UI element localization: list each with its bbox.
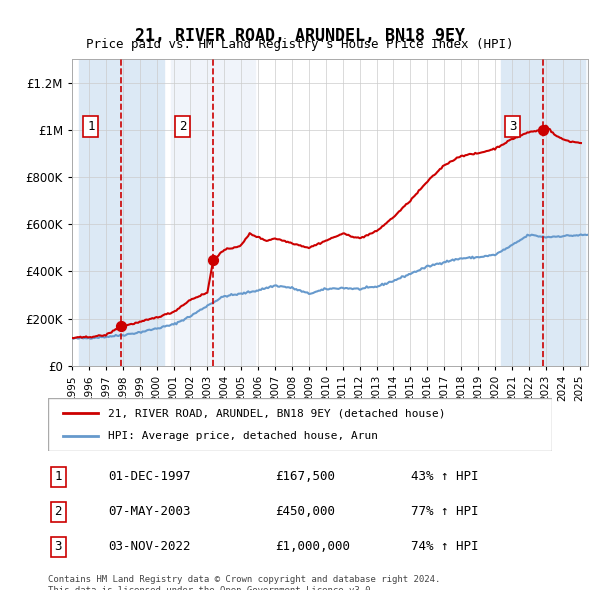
Text: 1: 1: [55, 470, 62, 483]
Text: 2: 2: [55, 505, 62, 519]
Bar: [543, 59, 588, 366]
Text: 07-MAY-2003: 07-MAY-2003: [109, 505, 191, 519]
Text: Price paid vs. HM Land Registry's House Price Index (HPI): Price paid vs. HM Land Registry's House …: [86, 38, 514, 51]
Text: £167,500: £167,500: [275, 470, 335, 483]
FancyBboxPatch shape: [48, 398, 552, 451]
Text: 2: 2: [179, 120, 187, 133]
Text: Contains HM Land Registry data © Crown copyright and database right 2024.
This d: Contains HM Land Registry data © Crown c…: [48, 575, 440, 590]
Point: [208, 255, 218, 264]
Text: 01-DEC-1997: 01-DEC-1997: [109, 470, 191, 483]
Bar: [500, 59, 585, 366]
Text: 43% ↑ HPI: 43% ↑ HPI: [411, 470, 478, 483]
Text: HPI: Average price, detached house, Arun: HPI: Average price, detached house, Arun: [109, 431, 379, 441]
Text: 74% ↑ HPI: 74% ↑ HPI: [411, 540, 478, 553]
Point: [538, 125, 548, 135]
Text: 03-NOV-2022: 03-NOV-2022: [109, 540, 191, 553]
Text: £450,000: £450,000: [275, 505, 335, 519]
Text: 77% ↑ HPI: 77% ↑ HPI: [411, 505, 478, 519]
Text: 3: 3: [509, 120, 516, 133]
Point: [116, 322, 126, 331]
Text: 1: 1: [87, 120, 95, 133]
Text: 21, RIVER ROAD, ARUNDEL, BN18 9EY: 21, RIVER ROAD, ARUNDEL, BN18 9EY: [135, 27, 465, 45]
Text: 21, RIVER ROAD, ARUNDEL, BN18 9EY (detached house): 21, RIVER ROAD, ARUNDEL, BN18 9EY (detac…: [109, 408, 446, 418]
Bar: [79, 59, 164, 366]
Text: £1,000,000: £1,000,000: [275, 540, 350, 553]
Text: 3: 3: [55, 540, 62, 553]
Bar: [171, 59, 256, 366]
